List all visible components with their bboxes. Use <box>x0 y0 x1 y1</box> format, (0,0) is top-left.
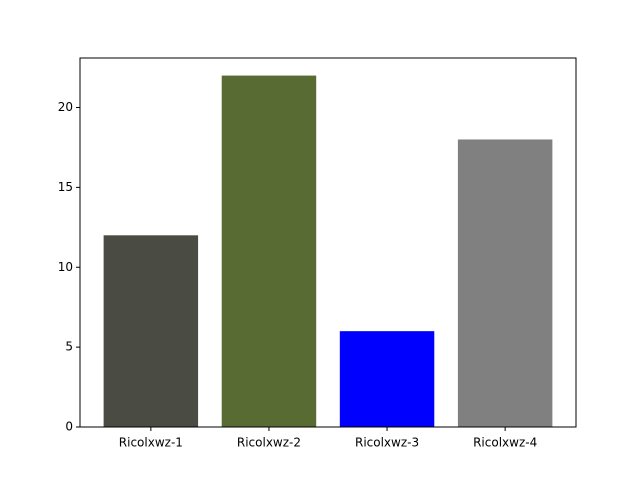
y-tick-label: 20 <box>58 100 73 114</box>
y-tick-label: 15 <box>58 180 73 194</box>
x-tick-label: Ricolxwz-2 <box>237 436 301 450</box>
bar <box>457 139 553 427</box>
bar <box>339 331 435 427</box>
y-tick-label: 0 <box>65 420 73 434</box>
x-tick-label: Ricolxwz-1 <box>119 436 183 450</box>
plot-frame <box>79 57 577 428</box>
bar <box>221 75 317 428</box>
y-tick-label: 5 <box>65 340 73 354</box>
bar <box>103 235 199 427</box>
x-tick-label: Ricolxwz-4 <box>473 436 537 450</box>
x-tick-label: Ricolxwz-3 <box>355 436 419 450</box>
y-tick-label: 10 <box>58 260 73 274</box>
